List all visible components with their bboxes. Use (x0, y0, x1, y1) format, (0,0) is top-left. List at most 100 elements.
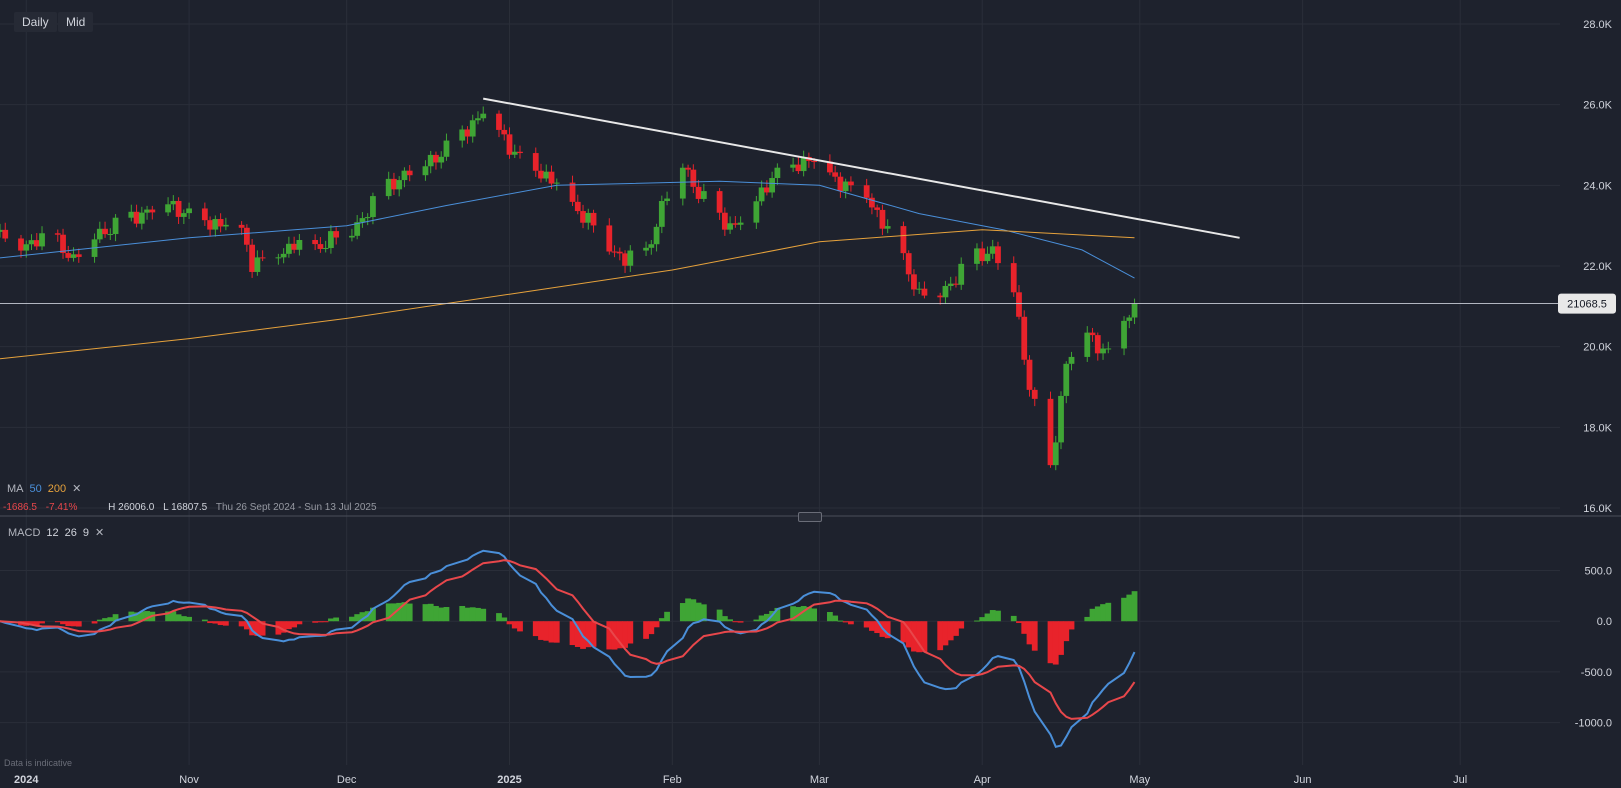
x-tick-label: Jul (1453, 774, 1467, 786)
candle-body (827, 161, 833, 173)
candle-body (222, 224, 229, 227)
candle-body (774, 167, 781, 179)
macd-histogram-bar (832, 615, 839, 622)
macd-histogram-bar (1131, 591, 1138, 622)
pane-resize-handle[interactable] (798, 512, 822, 522)
macd-histogram-bar (501, 617, 508, 622)
macd-histogram-bar (1016, 621, 1022, 623)
macd-histogram-bar (863, 621, 870, 628)
macd-histogram-bar (653, 621, 660, 628)
candle-body (259, 257, 266, 259)
candle-body (107, 234, 114, 236)
candle-body (721, 212, 728, 230)
macd-histogram-bar (658, 618, 665, 622)
macd-histogram-bar (585, 621, 592, 648)
macd-histogram-bar (921, 621, 928, 652)
macd-histogram-bar (75, 621, 82, 627)
candle-body (427, 154, 434, 167)
macd-histogram-bar (91, 621, 98, 624)
macd-histogram-bar (438, 607, 445, 622)
trend-line (483, 97, 1240, 239)
candle-body (679, 167, 686, 199)
macd-histogram-bar (39, 621, 45, 624)
candle-body (1016, 292, 1022, 317)
macd-fast: 12 (46, 527, 59, 539)
macd-histogram-bar (1121, 597, 1127, 622)
macd-histogram-bar (1094, 606, 1101, 622)
macd-y-tick-label: -500.0 (1581, 667, 1612, 679)
candle-body (207, 220, 213, 230)
candle-body (737, 222, 744, 225)
candle-body (953, 283, 959, 285)
macd-histogram-bar (396, 602, 403, 622)
interval-button[interactable]: Daily (14, 12, 57, 32)
macd-close-icon[interactable]: ✕ (95, 527, 105, 539)
candle-body (1068, 356, 1075, 364)
macd-histogram-bar (249, 621, 256, 636)
candle-body (65, 253, 72, 258)
macd-histogram-bar (695, 602, 702, 622)
candle-body (848, 181, 854, 186)
candle-body (464, 129, 471, 137)
macd-y-tick-label: -1000.0 (1575, 718, 1612, 730)
macd-histogram-bar (574, 621, 581, 647)
candle-body (664, 198, 670, 202)
macd-histogram-bar (716, 609, 723, 622)
macd-histogram-bar (60, 621, 66, 625)
macd-slow: 26 (64, 527, 77, 539)
candle-body (800, 156, 807, 172)
candle-body (212, 219, 219, 230)
signal-line (0, 559, 1136, 720)
ma-close-icon[interactable]: ✕ (72, 483, 82, 495)
macd-histogram-bar (165, 611, 171, 622)
macd-histogram-bar (65, 621, 72, 627)
macd-histogram-bar (837, 620, 844, 622)
candle-body (480, 113, 487, 119)
macd-histogram-bar (763, 613, 770, 622)
candle-body (18, 238, 24, 251)
macd-histogram-bar (811, 608, 818, 622)
macd-histogram-bar (942, 621, 949, 646)
macd-histogram-bar (1100, 604, 1106, 622)
candle-body (538, 170, 544, 179)
candle-body (879, 209, 886, 229)
macd-histogram-bar (1021, 621, 1028, 634)
macd-histogram-bar (254, 621, 261, 636)
macd-histogram-bar (33, 621, 40, 626)
candle-body (517, 151, 523, 154)
macd-histogram-bar (496, 613, 502, 622)
candle-body (863, 185, 870, 198)
candle-body (685, 167, 691, 170)
macd-histogram-bar (259, 621, 266, 636)
macd-histogram-bar (243, 621, 250, 630)
macd-histogram-bar (984, 613, 991, 622)
candle-body (727, 223, 733, 230)
candle-body (989, 246, 996, 254)
macd-histogram-bar (553, 621, 560, 643)
candle-body (942, 285, 949, 298)
macd-histogram-bar (532, 621, 539, 637)
candle-body (254, 257, 261, 272)
x-tick-label: 2025 (497, 774, 521, 786)
macd-histogram-bar (112, 614, 119, 622)
macd-histogram-bar (349, 616, 355, 622)
candle-body (385, 178, 392, 197)
candle-body (296, 239, 303, 250)
macd-histogram-bar (827, 612, 833, 622)
macd-histogram-bar (286, 621, 292, 630)
macd-legend-label: MACD (8, 527, 41, 539)
candle-body (201, 208, 208, 221)
macd-histogram-bar (905, 621, 912, 648)
candle-body (286, 243, 292, 254)
candle-body (60, 234, 66, 254)
data-disclaimer: Data is indicative (4, 758, 73, 768)
candle-body (653, 226, 660, 245)
date-range: Thu 26 Sept 2024 - Sun 13 Jul 2025 (215, 502, 377, 513)
macd-line (0, 549, 1136, 748)
macd-histogram-bar (28, 621, 35, 626)
macd-histogram-bar (721, 616, 728, 622)
macd-histogram-bar (464, 607, 471, 622)
price-type-button[interactable]: Mid (58, 12, 94, 32)
candle-body (144, 209, 150, 213)
